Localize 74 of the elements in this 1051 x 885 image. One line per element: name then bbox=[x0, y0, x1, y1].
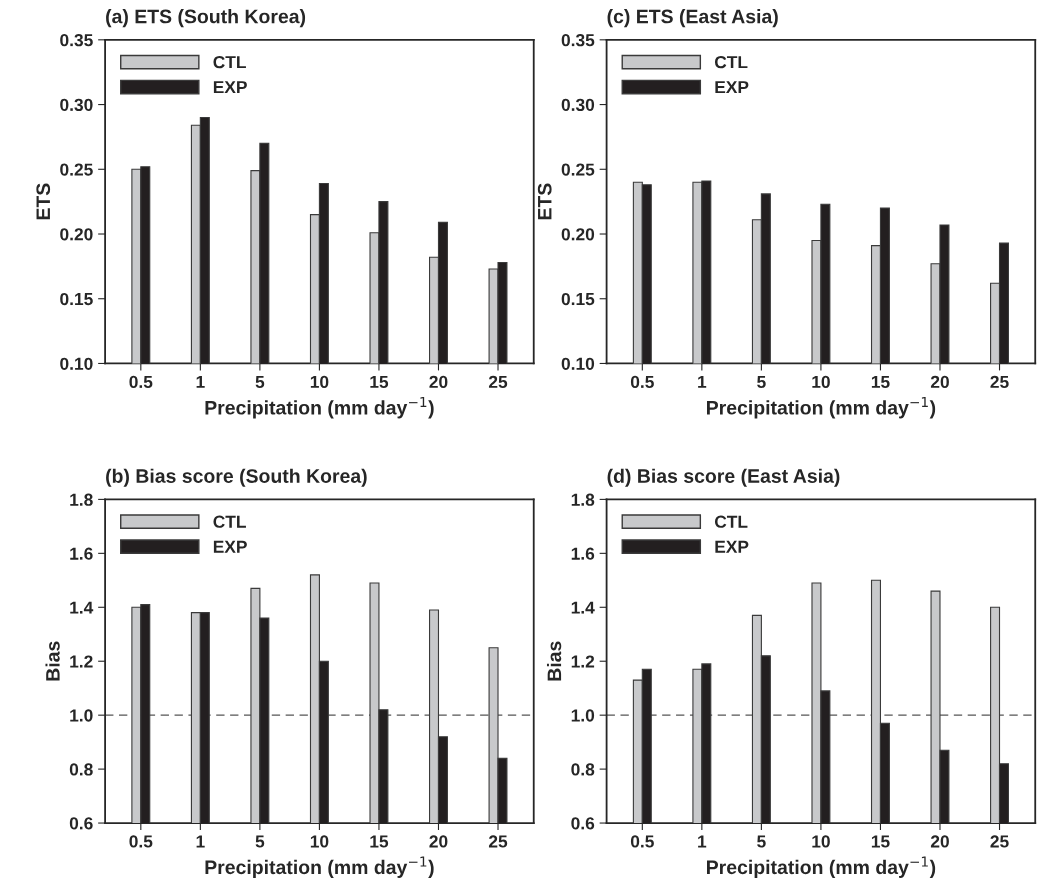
x-tick-label: 5 bbox=[757, 835, 766, 848]
x-tick-label: 15 bbox=[871, 835, 890, 848]
x-tick-label: 0.5 bbox=[129, 375, 153, 389]
x-tick-label: 20 bbox=[930, 835, 949, 848]
x-tick-label: 5 bbox=[757, 375, 766, 389]
x-tick-label: 1 bbox=[196, 375, 205, 388]
y-axis-title: ETS bbox=[537, 183, 552, 220]
y-tick-label: 0.35 bbox=[60, 33, 93, 47]
y-tick-label: 1.6 bbox=[70, 547, 93, 560]
x-tick-label: 5 bbox=[255, 375, 265, 389]
legend-label: EXP bbox=[715, 540, 749, 553]
y-tick-label: 1.2 bbox=[70, 655, 93, 668]
x-tick-label: 10 bbox=[812, 835, 830, 848]
y-tick-label: 0.8 bbox=[69, 763, 93, 776]
x-tick-label: 1 bbox=[698, 375, 707, 388]
y-tick-label: 0.30 bbox=[60, 98, 93, 112]
x-tick-label: 10 bbox=[310, 375, 329, 389]
y-axis-title: Bias bbox=[546, 641, 562, 681]
y-tick-label: 0.15 bbox=[561, 292, 595, 306]
y-tick-label: 0.6 bbox=[69, 817, 93, 830]
y-tick-label: 0.25 bbox=[561, 163, 595, 176]
x-tick-label: 5 bbox=[255, 835, 265, 848]
chart-title: (d) Bias score (East Asia) bbox=[607, 468, 840, 487]
x-tick-label: 25 bbox=[990, 375, 1009, 389]
x-tick-label: 20 bbox=[429, 835, 448, 848]
y-tick-label: 1.0 bbox=[70, 709, 93, 722]
x-tick-label: 25 bbox=[990, 835, 1009, 848]
legend-label: EXP bbox=[213, 540, 247, 553]
x-tick-label: 1 bbox=[196, 835, 205, 848]
y-tick-label: 1.4 bbox=[571, 601, 595, 614]
y-tick-label: 1.8 bbox=[571, 493, 595, 506]
x-axis-title: Precipitation (mm day$^{−1}$) bbox=[205, 397, 434, 419]
y-tick-label: 0.6 bbox=[571, 817, 595, 830]
chart-title: (a) ETS (South Korea) bbox=[106, 9, 306, 28]
x-axis-title: Precipitation (mm day$^{−1}$) bbox=[205, 856, 434, 878]
x-tick-label: 20 bbox=[930, 375, 949, 389]
x-tick-label: 1 bbox=[698, 835, 707, 848]
legend-label: CTL bbox=[714, 515, 748, 528]
y-tick-label: 0.10 bbox=[561, 357, 595, 370]
x-tick-label: 0.5 bbox=[630, 375, 654, 389]
y-tick-label: 0.8 bbox=[571, 763, 595, 776]
chart-title: (c) ETS (East Asia) bbox=[607, 9, 778, 28]
x-tick-label: 10 bbox=[812, 375, 830, 389]
x-tick-label: 10 bbox=[310, 835, 329, 848]
x-tick-label: 0.5 bbox=[630, 835, 654, 848]
x-axis-title: Precipitation (mm day$^{−1}$) bbox=[707, 397, 936, 419]
x-axis-title: Precipitation (mm day$^{−1}$) bbox=[707, 856, 936, 878]
legend-label: EXP bbox=[715, 81, 749, 94]
y-tick-label: 1.4 bbox=[70, 601, 94, 614]
y-tick-label: 0.35 bbox=[561, 33, 595, 47]
x-tick-label: 15 bbox=[871, 375, 890, 389]
legend-label: CTL bbox=[213, 56, 246, 69]
x-tick-label: 20 bbox=[429, 375, 448, 389]
y-tick-label: 0.10 bbox=[60, 357, 93, 370]
y-tick-label: 0.30 bbox=[561, 98, 595, 112]
y-tick-label: 1.6 bbox=[571, 547, 595, 560]
legend-label: CTL bbox=[714, 56, 748, 69]
y-tick-label: 1.0 bbox=[571, 709, 595, 722]
x-tick-label: 0.5 bbox=[129, 835, 153, 848]
y-axis-title: Bias bbox=[45, 641, 60, 681]
y-axis-title: ETS bbox=[36, 183, 51, 220]
x-tick-label: 15 bbox=[370, 835, 389, 848]
x-tick-label: 25 bbox=[488, 835, 508, 848]
legend-label: EXP bbox=[213, 81, 247, 94]
chart-title: (b) Bias score (South Korea) bbox=[106, 468, 367, 487]
legend-label: CTL bbox=[213, 515, 246, 528]
y-tick-label: 1.2 bbox=[571, 655, 595, 668]
y-tick-label: 1.8 bbox=[70, 493, 93, 506]
y-tick-label: 0.20 bbox=[561, 228, 595, 241]
y-tick-label: 0.15 bbox=[60, 292, 93, 306]
y-tick-label: 0.25 bbox=[60, 163, 93, 176]
x-tick-label: 15 bbox=[370, 375, 389, 389]
y-tick-label: 0.20 bbox=[60, 228, 93, 241]
x-tick-label: 25 bbox=[488, 375, 508, 389]
